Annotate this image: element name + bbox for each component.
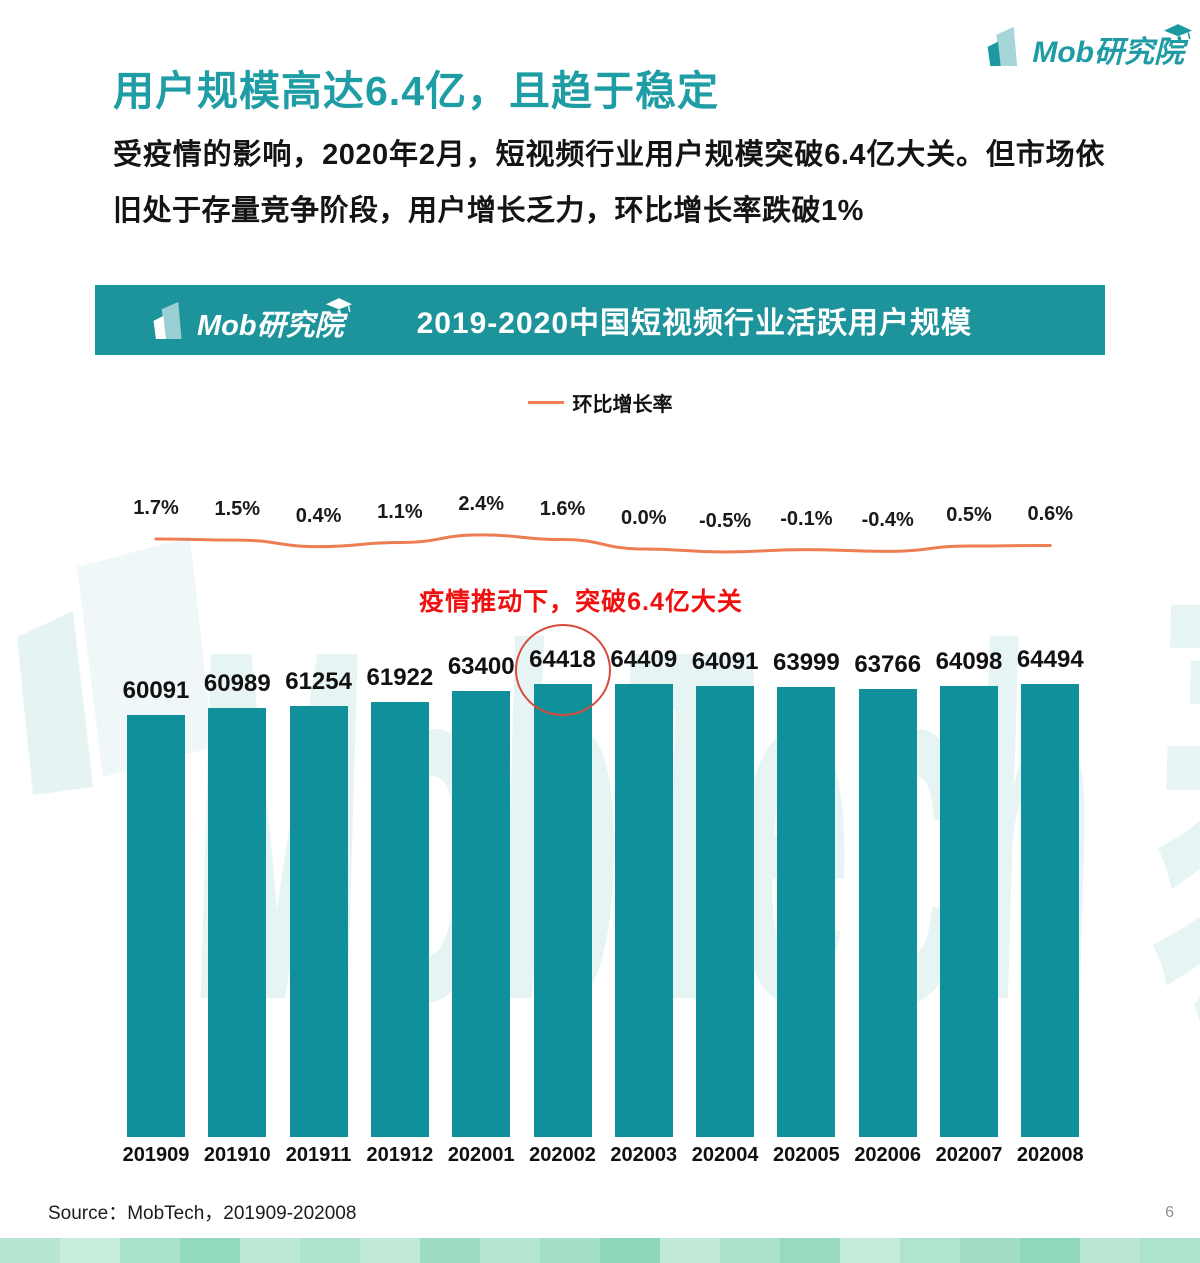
x-axis-label: 202002 [529, 1144, 596, 1166]
footer-strip-segment [1080, 1238, 1140, 1263]
chart-bar [858, 689, 917, 1137]
footer-strip-segment [840, 1238, 900, 1263]
growth-pct-label: 1.6% [539, 497, 586, 520]
bar-value-label: 63766 [854, 651, 922, 678]
chart-bar [533, 684, 592, 1137]
bar-value-label: 60989 [203, 670, 271, 697]
x-axis-label: 202003 [610, 1144, 678, 1166]
growth-pct-label: 1.1% [377, 500, 423, 523]
building-icon [153, 301, 182, 339]
footer-strip-segment [60, 1238, 120, 1263]
source-text: Source：MobTech，201909-202008 [48, 1203, 357, 1224]
x-axis-label: 202008 [1016, 1144, 1084, 1166]
highlight-ellipse [514, 624, 611, 716]
chart-header-logo: Mob研究院 [151, 297, 352, 341]
chart-bar [696, 686, 755, 1137]
chart-bar [370, 702, 429, 1137]
growth-pct-label: 0.5% [946, 504, 992, 527]
chart-panel: Mob研究院 2019-2020中国短视频行业活跃用户规模 环比增长率 疫情推动… [95, 285, 1105, 1190]
footer-strip-segment [0, 1238, 60, 1263]
x-axis-label: 202005 [773, 1144, 840, 1166]
x-axis-label: 202006 [854, 1144, 922, 1166]
bar-value-label: 64098 [935, 648, 1003, 675]
chart-header-band: Mob研究院 2019-2020中国短视频行业活跃用户规模 [95, 285, 1105, 355]
x-axis-label: 201912 [366, 1144, 434, 1166]
x-axis-label: 202007 [935, 1144, 1003, 1166]
footer-strip-segment [480, 1238, 540, 1263]
growth-pct-label: 0.6% [1027, 503, 1074, 526]
footer-strip-segment [1140, 1238, 1200, 1263]
chart-bar [614, 684, 673, 1137]
chart-bar [127, 715, 185, 1137]
growth-pct-label: 0.4% [295, 504, 342, 527]
graduation-cap-icon [1164, 23, 1192, 39]
footer-strip-segment [180, 1238, 240, 1263]
footer-strip-segment [240, 1238, 300, 1263]
bar-value-label: 63400 [447, 653, 515, 680]
chart-bar [940, 686, 998, 1137]
footer-strip [0, 1238, 1200, 1263]
chart-bar [289, 706, 348, 1137]
footer-strip-segment [360, 1238, 420, 1263]
graduation-cap-icon [325, 297, 352, 312]
growth-pct-label: -0.5% [698, 509, 752, 532]
footer-strip-segment [120, 1238, 180, 1263]
bar-value-label: 63999 [773, 649, 840, 676]
building-icon [987, 26, 1018, 66]
bar-value-label: 60091 [122, 677, 190, 704]
brand-text: Mob研究院 [1032, 23, 1192, 69]
brand-text: Mob研究院 [197, 297, 352, 341]
page-title: 用户规模高达6.4亿，且趋于稳定 [113, 68, 719, 114]
x-axis-label: 202001 [447, 1144, 515, 1166]
footer-strip-segment [960, 1238, 1020, 1263]
legend: 环比增长率 [95, 388, 1105, 417]
footer-strip-segment [660, 1238, 720, 1263]
annotation-text: 疫情推动下，突破6.4亿大关 [419, 588, 743, 616]
bar-value-label: 64409 [610, 646, 678, 673]
footer-strip-segment [1020, 1238, 1080, 1263]
chart-bar [777, 687, 836, 1137]
footer-strip-segment [780, 1238, 840, 1263]
chart-bar [452, 691, 511, 1137]
footer-strip-segment [900, 1238, 960, 1263]
x-axis-label: 201909 [122, 1144, 190, 1166]
bar-value-label: 61922 [366, 664, 434, 691]
footer-strip-segment [720, 1238, 780, 1263]
footer-strip-segment [420, 1238, 480, 1263]
growth-pct-label: 1.5% [214, 498, 261, 521]
growth-pct-label: 1.7% [133, 496, 179, 519]
page-number: 6 [1165, 1204, 1174, 1221]
footer-strip-segment [600, 1238, 660, 1263]
growth-pct-label: -0.4% [861, 509, 914, 532]
growth-pct-label: -0.1% [780, 507, 833, 530]
body-paragraph: 受疫情的影响，2020年2月，短视频行业用户规模突破6.4亿大关。但市场依旧处于… [113, 139, 1105, 227]
growth-pct-label: 2.4% [458, 492, 504, 515]
footer-strip-segment [300, 1238, 360, 1263]
legend-label: 环比增长率 [572, 394, 673, 416]
footer-strip-segment [540, 1238, 600, 1263]
x-axis-label: 202004 [691, 1144, 759, 1166]
chart-bar [1021, 684, 1080, 1137]
bar-value-label: 64091 [691, 648, 759, 675]
chart-bar [208, 708, 267, 1137]
bar-value-label: 64494 [1016, 646, 1084, 673]
mob-logo: Mob研究院 [985, 23, 1192, 69]
growth-pct-label: 0.0% [621, 507, 667, 529]
bar-value-label: 61254 [285, 668, 352, 695]
chart-title: 2019-2020中国短视频行业活跃用户规模 [416, 307, 973, 340]
x-axis-label: 201911 [285, 1144, 352, 1166]
x-axis-label: 201910 [203, 1144, 271, 1166]
legend-line-swatch [527, 401, 564, 404]
